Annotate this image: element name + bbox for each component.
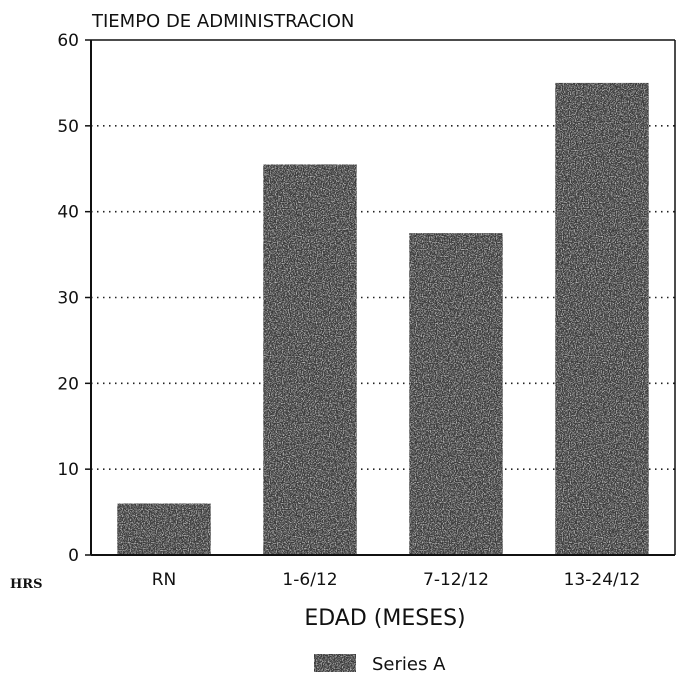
bar [263, 164, 357, 556]
y-axis-label: HRS [10, 577, 42, 592]
y-tick-label: 30 [57, 289, 79, 309]
bar [117, 503, 211, 555]
x-tick-label: 1-6/12 [282, 570, 337, 590]
legend: Series A [314, 654, 446, 675]
y-tick-label: 50 [57, 117, 79, 137]
x-tick-label: 7-12/12 [423, 570, 489, 590]
bar [409, 233, 503, 555]
bars [117, 82, 649, 556]
x-axis-label: EDAD (MESES) [304, 606, 465, 631]
x-tick-label: 13-24/12 [564, 570, 641, 590]
y-tick-label: 10 [57, 460, 79, 480]
y-axis-ticks: 0 10 20 30 40 50 60 [57, 31, 91, 566]
y-tick-label: 0 [68, 546, 79, 566]
chart-title: TIEMPO DE ADMINISTRACION [91, 11, 354, 32]
legend-label: Series A [372, 654, 446, 675]
x-tick-label: RN [152, 570, 177, 590]
x-axis-ticks: RN 1-6/12 7-12/12 13-24/12 [152, 570, 641, 590]
bar [555, 82, 649, 556]
legend-swatch [314, 654, 356, 672]
y-tick-label: 60 [57, 31, 79, 51]
y-tick-label: 20 [57, 374, 79, 394]
y-tick-label: 40 [57, 203, 79, 223]
